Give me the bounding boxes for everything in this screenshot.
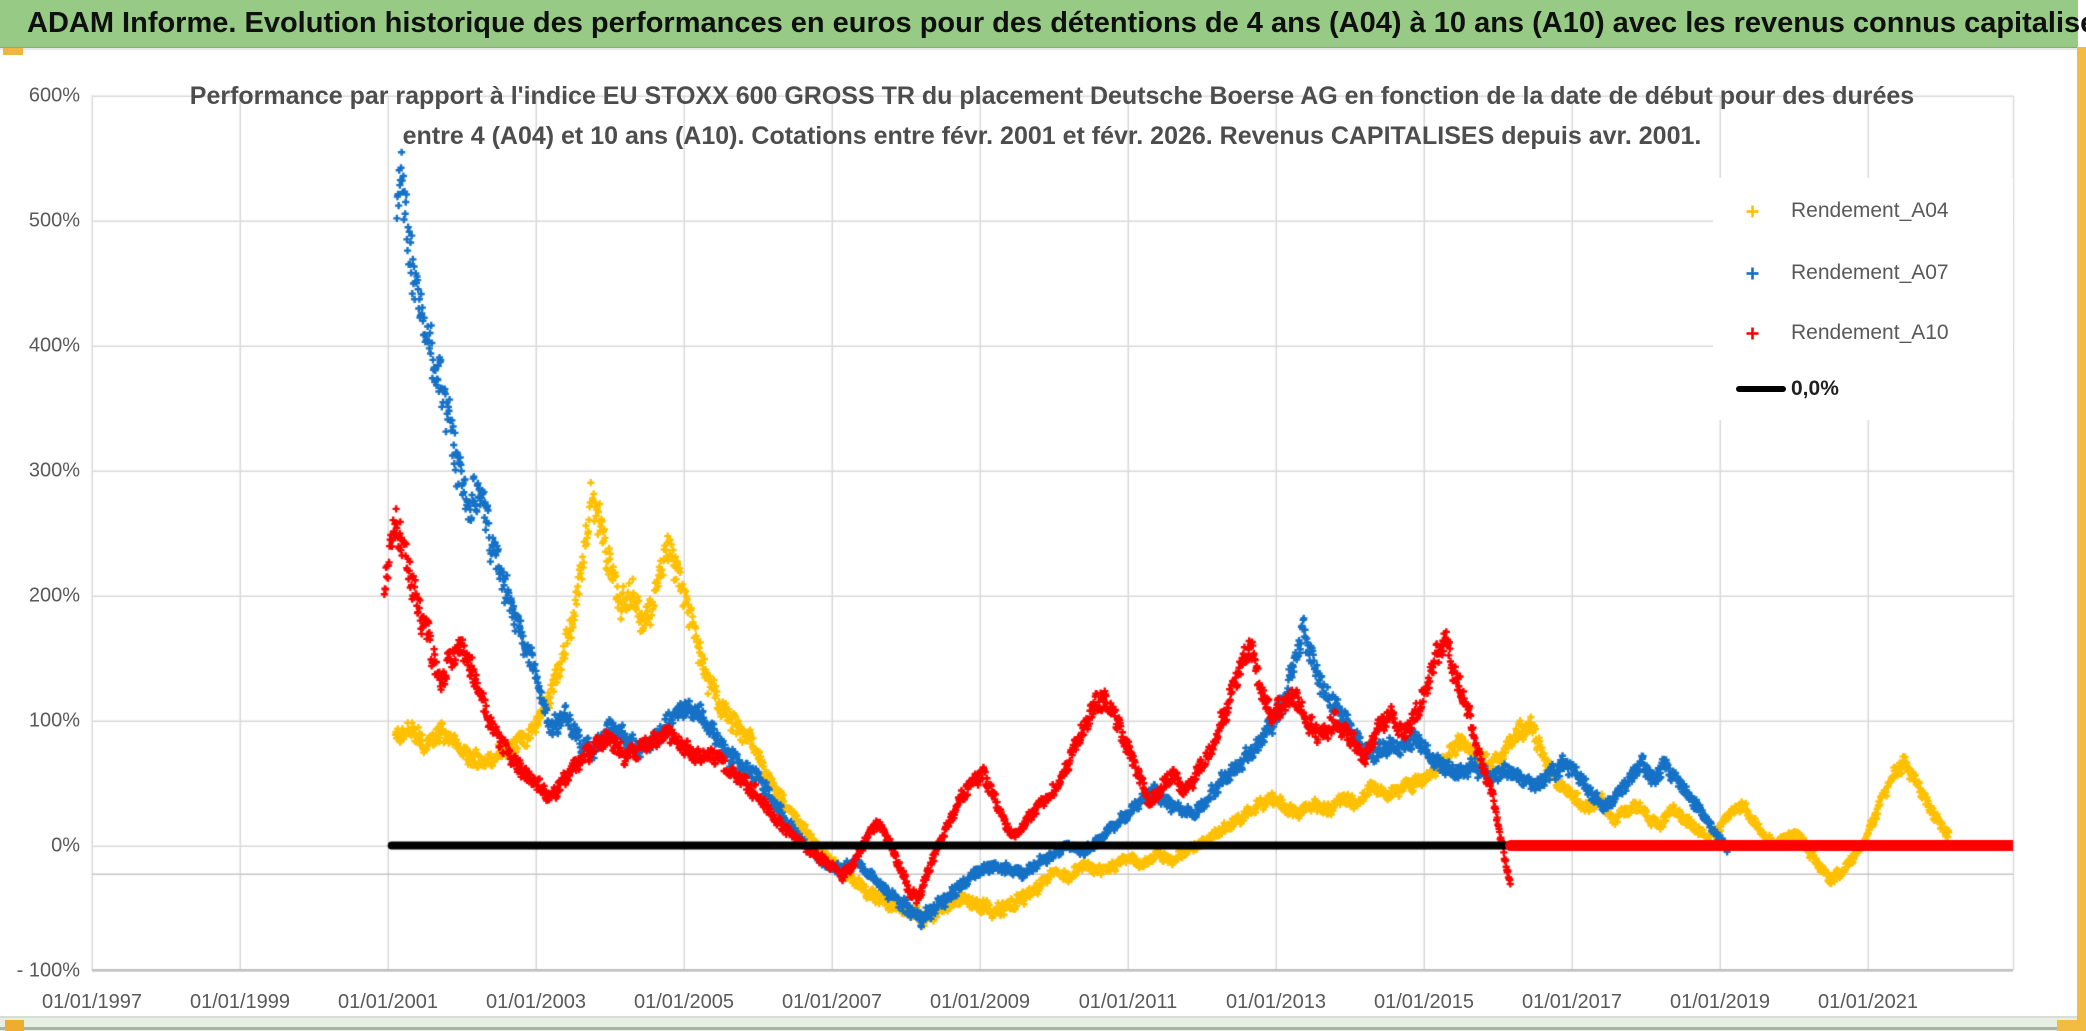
legend-item-0-0-[interactable]: 0,0% (1713, 374, 2013, 404)
x-tick-label: 01/01/2009 (929, 991, 1031, 1013)
legend-item-rendement-a07[interactable]: Rendement_A07 (1713, 258, 2013, 288)
x-tick-label: 01/01/2007 (781, 991, 883, 1013)
x-tick-label: 01/01/2021 (1817, 991, 1919, 1013)
x-tick-label: 01/01/1997 (41, 991, 143, 1013)
gold-bottom-left-accent (5, 1020, 24, 1031)
y-tick-label: 200% (28, 584, 80, 606)
x-tick-label: 01/01/1999 (189, 991, 291, 1013)
x-tick-label: 01/01/2015 (1373, 991, 1475, 1013)
y-tick-label: 0% (51, 834, 80, 856)
legend-label: Rendement_A10 (1791, 321, 1949, 344)
y-tick-label: 300% (28, 459, 80, 481)
chart-legend: Rendement_A04 Rendement_A07 Rendement_A10 0… (1713, 178, 2013, 420)
x-tick-label: 01/01/2019 (1669, 991, 1771, 1013)
zero-line-swatch (1713, 386, 1791, 392)
x-tick-label: 01/01/2003 (485, 991, 587, 1013)
plus-marker-icon (1713, 266, 1791, 281)
x-tick-label: 01/01/2005 (633, 991, 735, 1013)
y-tick-label: 500% (28, 209, 80, 231)
legend-label: Rendement_A04 (1791, 199, 1949, 222)
x-tick-label: 01/01/2011 (1078, 991, 1178, 1013)
x-tick-label: 01/01/2001 (337, 991, 439, 1013)
x-tick-label: 01/01/2017 (1521, 991, 1623, 1013)
chart-title: Performance par rapport à l'indice EU ST… (92, 76, 2012, 156)
plus-marker-icon (1713, 204, 1791, 219)
legend-label: 0,0% (1791, 377, 1839, 400)
y-tick-label: 100% (28, 709, 80, 731)
legend-item-rendement-a10[interactable]: Rendement_A10 (1713, 318, 2013, 348)
y-tick-label: - 100% (16, 959, 80, 981)
y-tick-label: 600% (28, 84, 80, 106)
legend-label: Rendement_A07 (1791, 261, 1949, 284)
bottom-separator (0, 1016, 2077, 1018)
plus-marker-icon (1713, 326, 1791, 341)
bottom-rule (0, 1027, 2077, 1030)
gold-bottom-right-accent (2057, 1020, 2077, 1031)
y-tick-label: 400% (28, 334, 80, 356)
legend-item-rendement-a04[interactable]: Rendement_A04 (1713, 196, 2013, 226)
x-tick-label: 01/01/2013 (1225, 991, 1327, 1013)
chart-title-line1: Performance par rapport à l'indice EU ST… (189, 82, 1915, 110)
chart-title-line2: entre 4 (A04) et 10 ans (A10). Cotations… (402, 122, 1702, 150)
